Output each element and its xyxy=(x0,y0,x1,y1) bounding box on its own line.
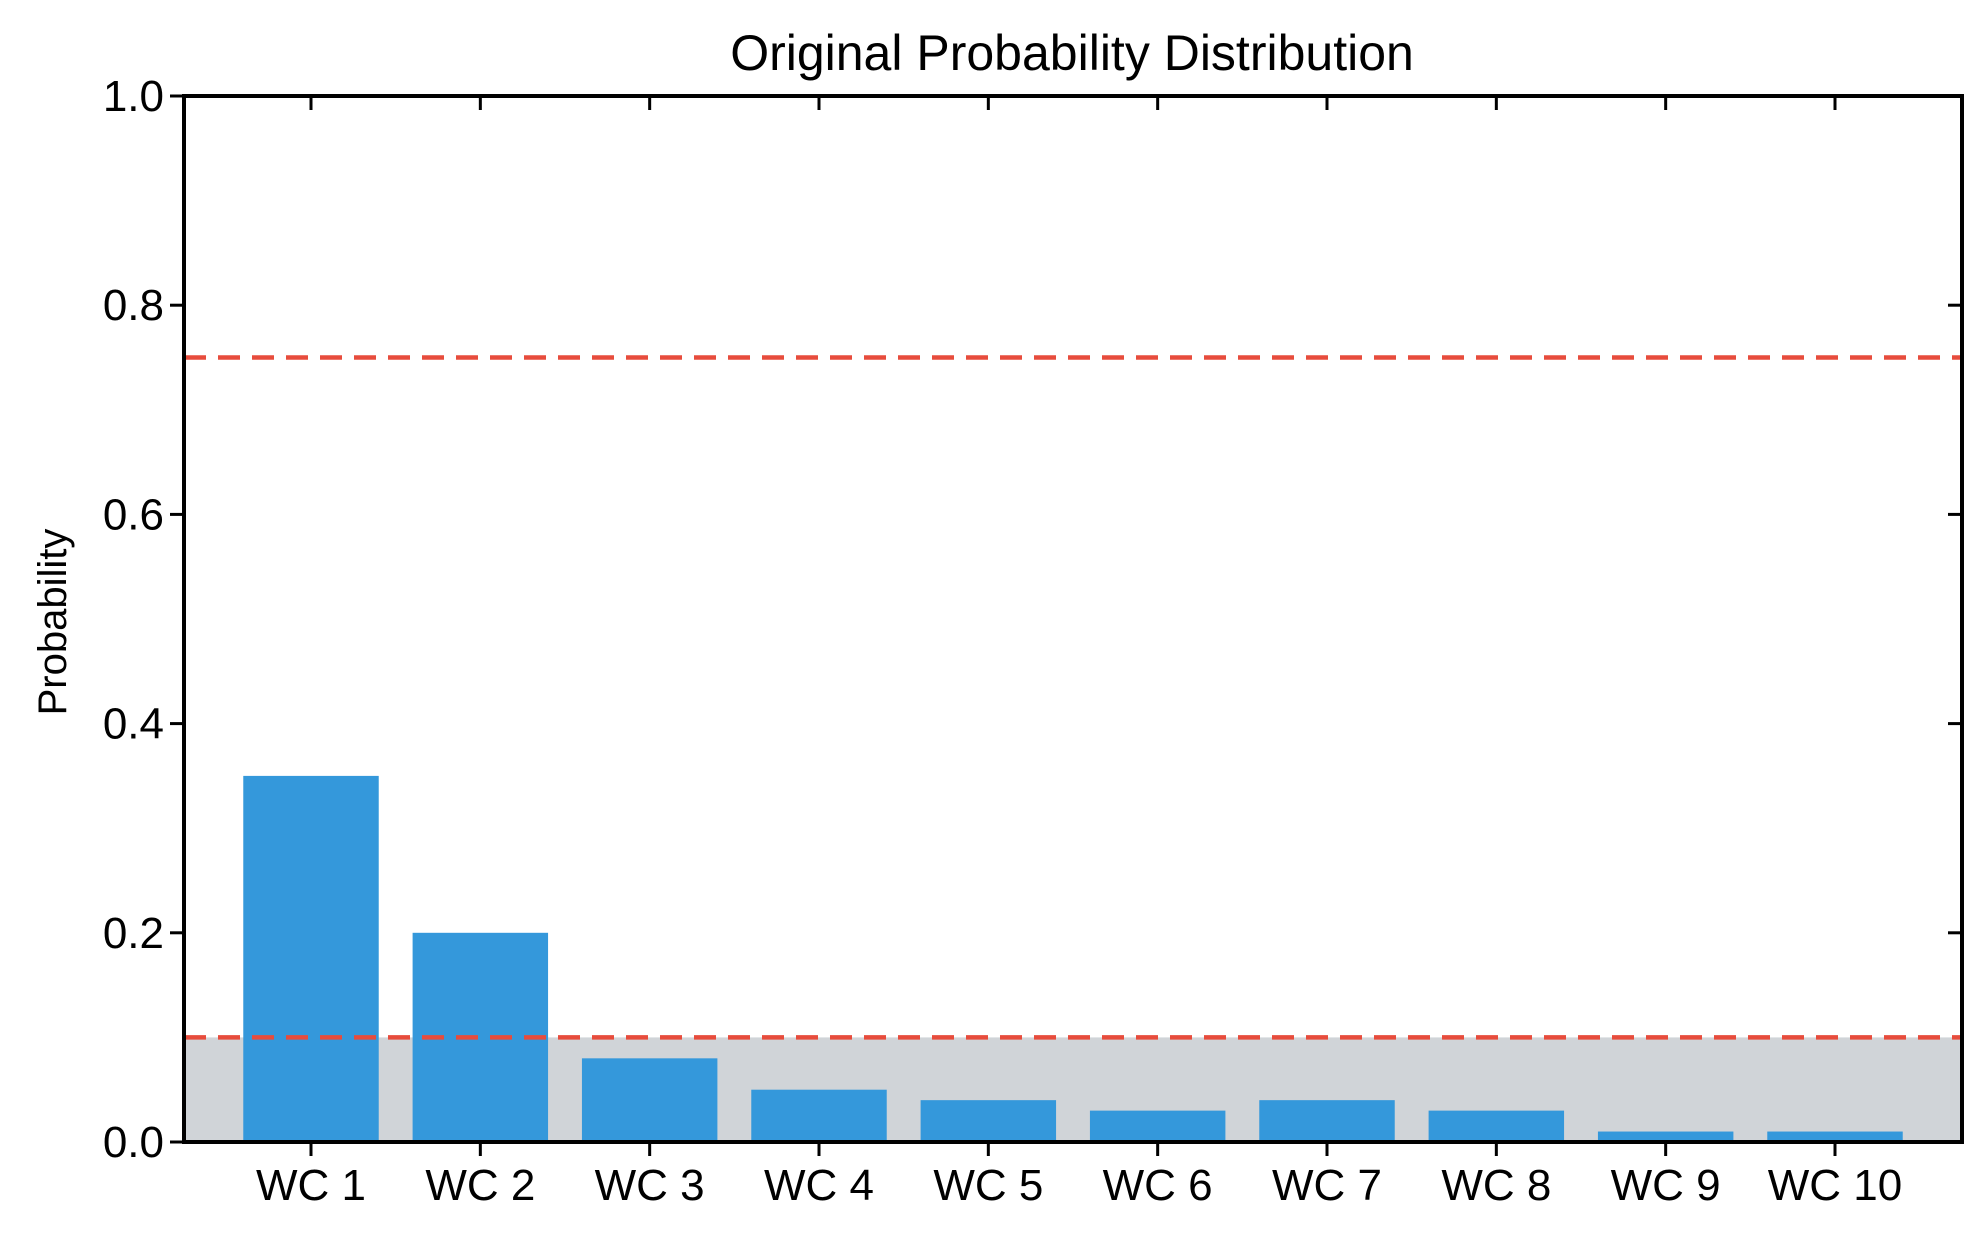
chart-title: Original Probability Distribution xyxy=(730,25,1414,81)
bars-layer xyxy=(243,775,1903,1142)
x-tick-label: WC 4 xyxy=(764,1161,874,1210)
y-tick-label: 0.4 xyxy=(103,700,164,749)
x-tick-label: WC 10 xyxy=(1768,1161,1902,1210)
bar-5 xyxy=(920,1100,1057,1142)
x-tick-label: WC 8 xyxy=(1441,1161,1551,1210)
bar-10 xyxy=(1767,1131,1903,1142)
x-tick-label: WC 3 xyxy=(595,1161,705,1210)
y-tick-label: 0.8 xyxy=(103,281,164,330)
tick-labels-layer: 0.0 0.2 0.4 0.6 0.8 1.0 WC 1 WC 2 WC 3 WC 4 WC 5 WC… xyxy=(103,72,1902,1210)
x-tick-label: WC 5 xyxy=(933,1161,1043,1210)
y-tick-label: 0.6 xyxy=(103,490,164,539)
x-tick-label: WC 1 xyxy=(256,1161,366,1210)
bar-1 xyxy=(243,775,379,1142)
x-tick-label: WC 7 xyxy=(1272,1161,1382,1210)
x-tick-label: WC 6 xyxy=(1103,1161,1213,1210)
bar-4 xyxy=(751,1089,887,1142)
bar-7 xyxy=(1259,1100,1395,1142)
x-tick-label: WC 9 xyxy=(1611,1161,1721,1210)
bar-6 xyxy=(1089,1110,1226,1142)
plot-frame xyxy=(182,94,1964,1144)
x-tick-label: WC 2 xyxy=(425,1161,535,1210)
y-axis-label: Probability xyxy=(31,529,75,716)
bar-9 xyxy=(1597,1131,1734,1142)
bar-3 xyxy=(581,1058,718,1142)
y-tick-label: 0.2 xyxy=(103,909,164,958)
bar-8 xyxy=(1428,1110,1565,1142)
reference-lines-layer xyxy=(184,355,1962,1040)
y-tick-label: 1.0 xyxy=(103,72,164,121)
y-tick-label: 0.0 xyxy=(103,1118,164,1167)
